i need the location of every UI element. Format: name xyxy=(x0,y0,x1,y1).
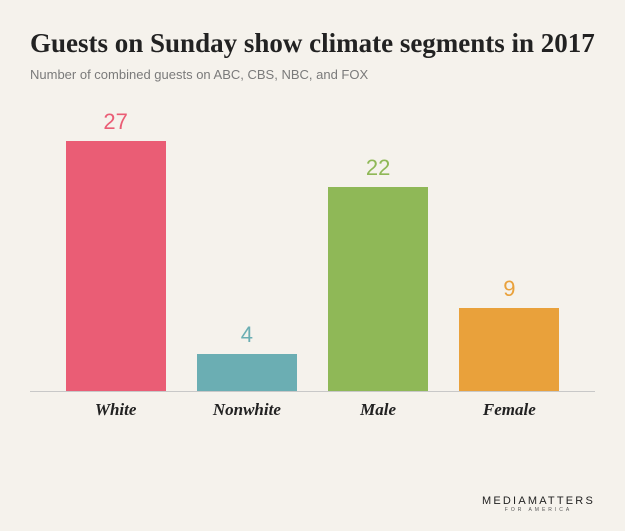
bar-group: 9 xyxy=(454,276,564,391)
attribution: MEDIAMATTERS FOR AMERICA xyxy=(482,495,595,513)
bar xyxy=(197,354,297,391)
bar-label: Nonwhite xyxy=(192,400,302,420)
bar-label: Female xyxy=(454,400,564,420)
chart-container: Guests on Sunday show climate segments i… xyxy=(0,0,625,531)
bar-value: 4 xyxy=(241,322,253,348)
bar-label: Male xyxy=(323,400,433,420)
chart-area: 27 4 22 9 White Nonwhite Male Female xyxy=(30,102,595,442)
bar-group: 4 xyxy=(192,322,302,391)
chart-subtitle: Number of combined guests on ABC, CBS, N… xyxy=(30,67,595,82)
chart-title: Guests on Sunday show climate segments i… xyxy=(30,28,595,59)
bar-label: White xyxy=(61,400,171,420)
bar-value: 9 xyxy=(503,276,515,302)
bar-group: 22 xyxy=(323,155,433,391)
bar-group: 27 xyxy=(61,109,171,391)
bar-value: 22 xyxy=(366,155,390,181)
bar xyxy=(459,308,559,391)
attribution-main: MEDIAMATTERS xyxy=(482,495,595,507)
bars-row: 27 4 22 9 xyxy=(30,102,595,392)
bar xyxy=(66,141,166,391)
labels-row: White Nonwhite Male Female xyxy=(30,392,595,420)
attribution-sub: FOR AMERICA xyxy=(482,507,595,513)
bar xyxy=(328,187,428,391)
bar-value: 27 xyxy=(103,109,127,135)
